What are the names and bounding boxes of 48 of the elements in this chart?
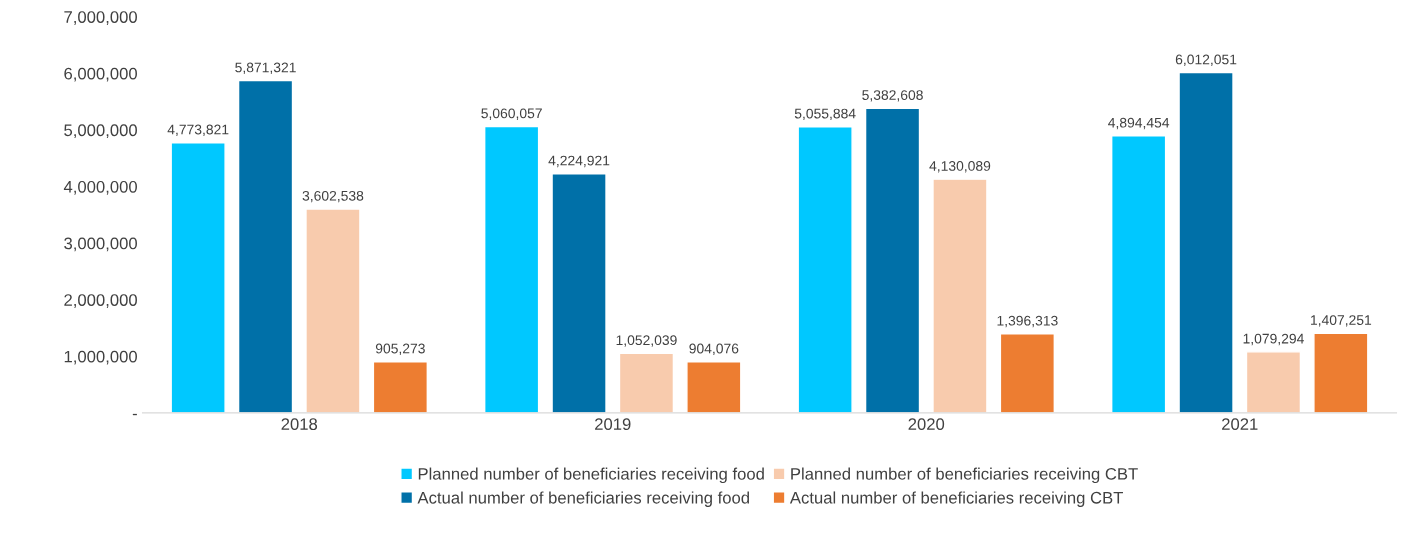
y-tick-label: 5,000,000 [64, 124, 137, 139]
legend-label: Planned number of beneficiaries receiving CBT [791, 467, 1138, 484]
x-tick-label: 2018 [281, 418, 318, 431]
y-tick-label: 6,000,000 [64, 67, 137, 82]
data-label: 5,382,608 [862, 90, 923, 102]
data-label: 905,273 [375, 343, 425, 356]
data-label: 5,871,321 [235, 62, 296, 74]
bar [1178, 71, 1234, 413]
bar [305, 208, 361, 413]
bar [864, 107, 921, 413]
bar [237, 79, 294, 413]
data-label: 3,602,538 [302, 190, 364, 203]
bar [932, 178, 988, 413]
bar [686, 361, 742, 413]
x-tick-label: 2021 [1222, 418, 1258, 431]
data-label: 4,894,454 [1108, 117, 1170, 130]
y-tick-label: 1,000,000 [64, 350, 137, 365]
data-label: 5,060,057 [481, 108, 542, 120]
y-tick-label: 7,000,000 [64, 11, 137, 25]
legend-label: Actual number of beneficiaries receiving CBT [789, 491, 1123, 507]
bar [170, 142, 226, 413]
data-label: 6,012,051 [1175, 54, 1237, 66]
legend-label: Planned number of beneficiaries receiving food [418, 467, 764, 484]
y-tick-label: 2,000,000 [64, 294, 137, 308]
data-label: 4,773,821 [167, 124, 229, 137]
data-label: 1,396,313 [997, 315, 1058, 328]
x-tick-label: 2020 [908, 418, 945, 431]
data-label: 4,224,921 [548, 155, 610, 168]
data-label: 1,079,294 [1243, 333, 1304, 346]
y-tick-label: - [132, 413, 137, 416]
y-tick-label: 4,000,000 [63, 180, 137, 195]
data-label: 4,130,089 [929, 161, 991, 173]
bar [483, 125, 540, 413]
data-label: 904,076 [689, 343, 739, 356]
y-tick-label: 3,000,000 [64, 237, 137, 252]
bar [372, 360, 429, 413]
legend-label: Actual number of beneficiaries receiving food [417, 491, 749, 507]
x-tick-label: 2019 [595, 418, 631, 431]
bar [551, 173, 607, 413]
bar [797, 126, 853, 413]
data-label: 5,055,884 [794, 108, 856, 121]
bar [1245, 351, 1302, 413]
data-label: 1,052,039 [616, 335, 677, 347]
bar [1313, 332, 1369, 413]
bar [1110, 135, 1167, 413]
bar [999, 333, 1056, 413]
data-label: 1,407,251 [1311, 315, 1372, 327]
bar [618, 352, 675, 413]
